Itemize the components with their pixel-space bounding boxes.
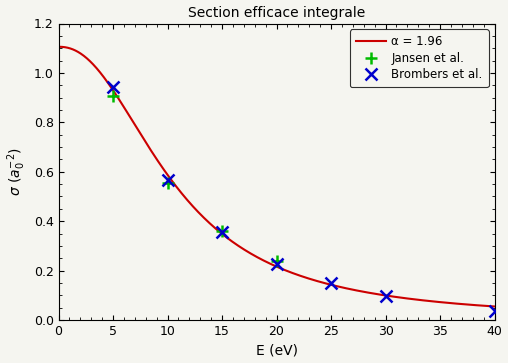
α = 1.96	[100, 74, 106, 78]
Line: Brombers et al.: Brombers et al.	[107, 80, 501, 317]
α = 1.96	[55, 45, 61, 49]
Line: α = 1.96: α = 1.96	[58, 47, 494, 306]
Brombers et al.	[273, 261, 279, 266]
Brombers et al.	[328, 281, 334, 286]
Jansen et al.	[219, 228, 225, 233]
Brombers et al.	[110, 84, 116, 89]
Jansen et al.	[165, 181, 171, 185]
Brombers et al.	[491, 309, 497, 313]
Brombers et al.	[383, 294, 389, 298]
Line: Jansen et al.: Jansen et al.	[107, 90, 283, 268]
Title: Section efficace integrale: Section efficace integrale	[188, 5, 365, 20]
Jansen et al.	[273, 259, 279, 264]
X-axis label: E (eV): E (eV)	[256, 343, 298, 358]
α = 1.96	[403, 296, 409, 301]
Y-axis label: $\sigma\ (a_0^{-2})$: $\sigma\ (a_0^{-2})$	[6, 147, 28, 196]
Jansen et al.	[110, 94, 116, 99]
α = 1.96	[491, 304, 497, 309]
Legend: α = 1.96, Jansen et al., Brombers et al.: α = 1.96, Jansen et al., Brombers et al.	[350, 29, 489, 87]
Brombers et al.	[219, 229, 225, 234]
α = 1.96	[395, 295, 401, 299]
α = 1.96	[232, 241, 238, 246]
Brombers et al.	[165, 178, 171, 183]
α = 1.96	[247, 251, 253, 256]
α = 1.96	[355, 289, 361, 293]
